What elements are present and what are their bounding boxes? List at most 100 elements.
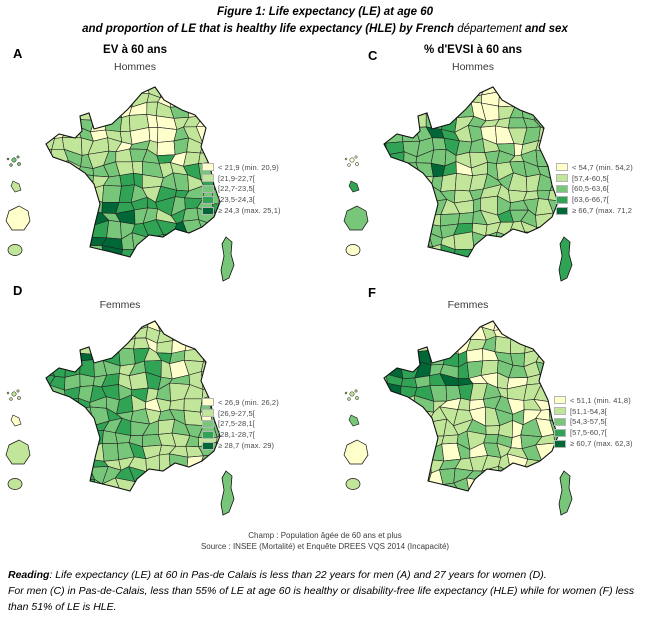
departement-cell (128, 371, 149, 391)
legend-swatch (554, 417, 566, 426)
departement-cell (66, 258, 79, 274)
departement-cell (183, 232, 204, 251)
departement-cell (46, 231, 54, 252)
departement-cell (389, 406, 404, 425)
departement-cell (65, 119, 78, 133)
legend-row: < 54,7 (min. 54,2) (556, 162, 633, 173)
departement-cell (562, 131, 576, 145)
departement-cell (49, 209, 66, 220)
departement-cell (533, 105, 554, 121)
legend-label: ≥ 60,7 (max. 62,3) (570, 439, 633, 449)
departement-cell (131, 161, 143, 175)
departement-cell (48, 349, 66, 367)
departement-cell (49, 399, 68, 412)
departement-cell (182, 324, 201, 342)
departement-cell (63, 495, 81, 506)
legend-row: [23,5-24,3[ (202, 194, 281, 205)
departement-cell (523, 231, 539, 250)
overseas-departements-group (343, 389, 369, 490)
guadeloupe-shape (6, 157, 10, 161)
legend-swatch (202, 163, 214, 172)
departement-cell (535, 480, 551, 491)
departement-cell (157, 254, 175, 257)
departement-cell (209, 323, 220, 342)
guadeloupe-shape (344, 157, 348, 161)
departement-cell (54, 480, 64, 491)
departement-cell (209, 349, 220, 365)
departement-cell (76, 236, 93, 247)
departement-cell (398, 458, 420, 473)
reading-sentence-1: Reading: Life expectancy (LE) at 60 in P… (8, 568, 644, 584)
departement-cell (524, 335, 543, 354)
departement-cell (47, 433, 68, 447)
departement-cell (384, 323, 388, 341)
departement-cell (114, 87, 137, 94)
departement-cell (61, 219, 82, 240)
departement-cell (521, 246, 539, 257)
departement-cell (498, 465, 514, 485)
guyane-shape (343, 439, 369, 465)
departement-cell (385, 446, 406, 460)
departement-cell (182, 321, 204, 331)
departement-cell (565, 338, 577, 354)
departement-cell (46, 219, 54, 236)
departement-cell (46, 254, 52, 257)
departement-cell (77, 90, 93, 107)
departement-cell (384, 394, 392, 409)
departement-cell (547, 339, 558, 355)
france-choropleth-map-a (5, 86, 235, 282)
departement-cell (60, 87, 78, 91)
departement-cell (200, 321, 217, 326)
departement-cell (497, 493, 515, 508)
departement-cell (158, 453, 171, 472)
panel-subtitle-c: Hommes (451, 61, 494, 73)
departement-cell (101, 488, 123, 491)
departement-cell (168, 468, 188, 485)
departement-cell (46, 349, 52, 367)
france-choropleth-map-f (343, 320, 578, 516)
departement-cell (214, 454, 220, 472)
departement-cell (456, 321, 475, 329)
departement-cell (46, 420, 54, 437)
departement-cell (473, 197, 481, 213)
departement-cell (444, 107, 458, 119)
departement-cell (209, 361, 220, 378)
departement-cell (384, 406, 392, 421)
departement-cell (135, 489, 150, 491)
departement-cell (466, 477, 489, 491)
departement-cell (182, 483, 202, 491)
departement-cell (49, 89, 69, 108)
departement-cell (199, 93, 214, 110)
departement-cell (399, 338, 419, 354)
departement-cell (534, 321, 549, 331)
departement-cell (523, 467, 541, 485)
departement-cell (404, 430, 418, 448)
departement-cell (384, 418, 390, 434)
departement-cell (46, 410, 54, 423)
departement-cell (405, 492, 418, 504)
departement-cell (46, 249, 52, 257)
departement-cell (75, 456, 93, 468)
departement-cell (170, 244, 186, 257)
departement-cell (63, 466, 77, 486)
departement-cell (415, 185, 432, 204)
departement-cell (66, 245, 83, 257)
departement-cell (384, 114, 394, 134)
departement-cell (566, 454, 578, 472)
departement-cell (36, 495, 55, 503)
legend-row: [54,3-57,5[ (554, 417, 633, 428)
departement-cell (226, 362, 240, 377)
departement-cell (399, 102, 419, 116)
departement-cell (416, 495, 431, 504)
departement-cell (386, 92, 405, 109)
legend-label: [27,5-28,1[ (218, 419, 255, 429)
departement-cell (62, 478, 77, 491)
france-choropleth-map-d (5, 320, 240, 516)
legend-swatch (554, 396, 566, 405)
departement-cell (156, 244, 175, 257)
departement-cell (74, 102, 96, 121)
legend-swatch (554, 428, 566, 437)
departement-cell (525, 326, 541, 342)
departement-cell (414, 421, 429, 437)
reunion-shape (7, 478, 23, 490)
